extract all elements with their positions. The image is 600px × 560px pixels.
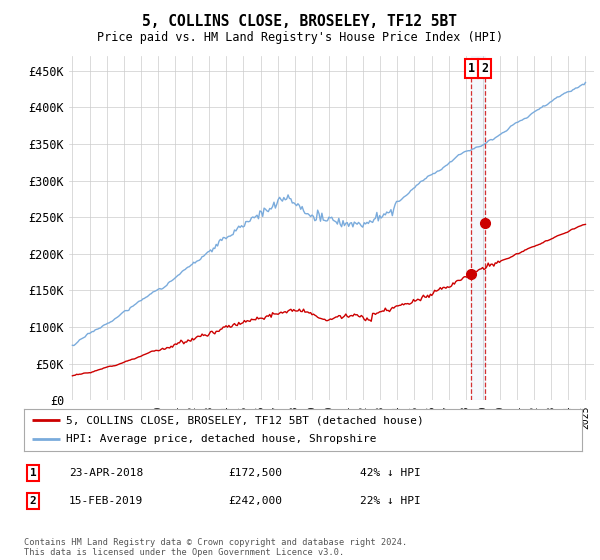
Text: HPI: Average price, detached house, Shropshire: HPI: Average price, detached house, Shro… (66, 435, 376, 445)
Text: 23-APR-2018: 23-APR-2018 (69, 468, 143, 478)
Text: 5, COLLINS CLOSE, BROSELEY, TF12 5BT (detached house): 5, COLLINS CLOSE, BROSELEY, TF12 5BT (de… (66, 415, 424, 425)
Text: 2: 2 (29, 496, 37, 506)
Text: £242,000: £242,000 (228, 496, 282, 506)
Text: 1: 1 (29, 468, 37, 478)
Text: 1: 1 (467, 62, 475, 75)
Text: Contains HM Land Registry data © Crown copyright and database right 2024.
This d: Contains HM Land Registry data © Crown c… (24, 538, 407, 557)
Text: 15-FEB-2019: 15-FEB-2019 (69, 496, 143, 506)
Text: 5, COLLINS CLOSE, BROSELEY, TF12 5BT: 5, COLLINS CLOSE, BROSELEY, TF12 5BT (143, 14, 458, 29)
Bar (471, 56, 485, 400)
Text: 2: 2 (481, 62, 488, 75)
Text: Price paid vs. HM Land Registry's House Price Index (HPI): Price paid vs. HM Land Registry's House … (97, 31, 503, 44)
Text: 42% ↓ HPI: 42% ↓ HPI (360, 468, 421, 478)
Text: 22% ↓ HPI: 22% ↓ HPI (360, 496, 421, 506)
Text: £172,500: £172,500 (228, 468, 282, 478)
